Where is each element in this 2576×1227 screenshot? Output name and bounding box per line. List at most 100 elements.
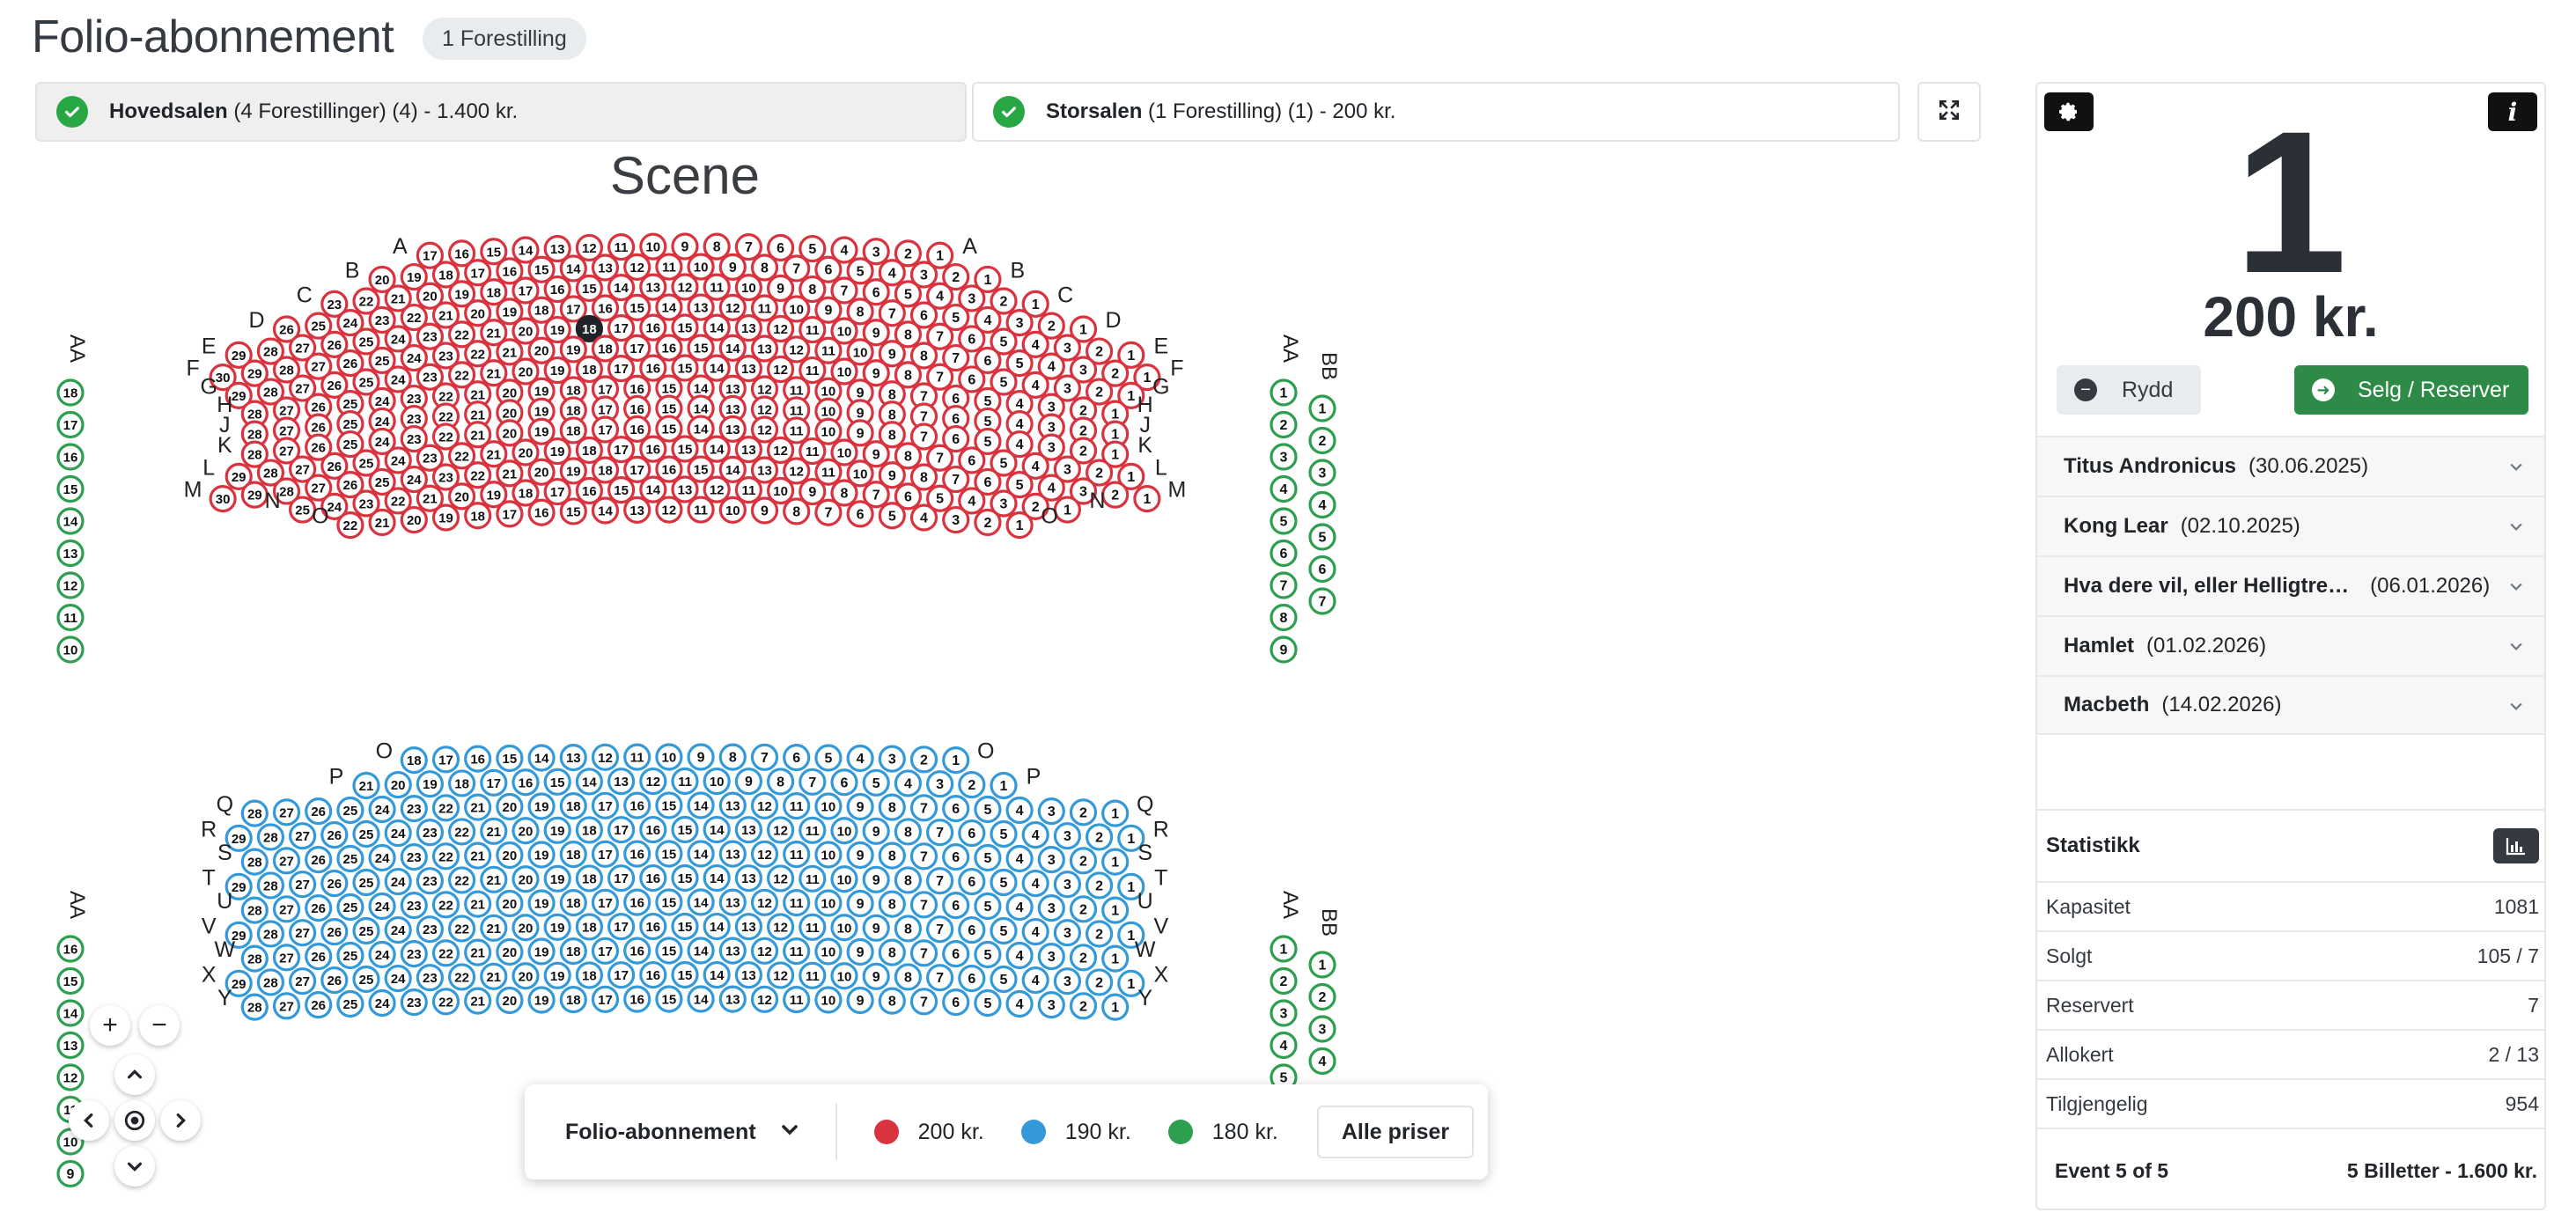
seat[interactable]: 10 [814,889,843,917]
seat[interactable]: 5 [974,988,1002,1018]
seat[interactable]: 1 [990,771,1018,800]
seat[interactable]: 4 [925,282,954,310]
seat[interactable]: 3 [1308,1015,1336,1043]
seat[interactable]: 8 [1270,603,1298,632]
seat[interactable]: 28 [240,440,269,468]
seat[interactable]: 3 [909,261,938,289]
seat[interactable]: 19 [527,937,556,966]
event-row[interactable]: Macbeth (14.02.2026) [2037,675,2544,735]
seat[interactable]: 14 [687,374,715,402]
seat[interactable]: 7 [942,465,970,494]
seat[interactable]: 29 [224,462,253,490]
seat[interactable]: 5 [814,744,843,772]
seat[interactable]: 16 [623,888,651,916]
seat[interactable]: 12 [750,985,779,1013]
seat[interactable]: 8 [894,866,923,894]
seat[interactable]: 6 [1308,555,1336,584]
seat[interactable]: 10 [830,317,858,345]
seat[interactable]: 5 [862,768,890,797]
seat[interactable]: 23 [400,384,428,413]
seat[interactable]: 7 [925,322,954,350]
seat[interactable]: 20 [496,841,524,870]
seat[interactable]: 22 [447,320,476,349]
seat[interactable]: 28 [256,459,284,487]
seat[interactable]: 2 [894,239,923,268]
seat[interactable]: 11 [814,458,843,486]
seat[interactable]: 16 [623,985,651,1013]
seat[interactable]: 21 [464,890,492,918]
seat[interactable]: 15 [655,985,683,1013]
seat[interactable]: 13 [718,985,747,1013]
seat[interactable]: 9 [846,792,874,821]
seat[interactable]: 6 [830,768,858,797]
seat[interactable]: 12 [783,335,811,364]
seat[interactable]: 13 [623,496,651,524]
seat[interactable]: 15 [56,966,85,996]
seat[interactable]: 16 [623,394,651,422]
seat[interactable]: 6 [958,819,986,848]
seat[interactable]: 13 [734,864,763,893]
seat[interactable]: 3 [1308,459,1336,487]
seat[interactable]: 8 [799,275,827,304]
seat[interactable]: 21 [480,914,508,942]
seat[interactable]: 15 [687,455,715,483]
seat[interactable]: 19 [527,417,556,445]
seat[interactable]: 1 [1117,462,1145,490]
seat[interactable]: 11 [623,743,651,771]
seat[interactable]: 7 [925,867,954,895]
seat[interactable]: 4 [1270,1031,1298,1060]
seat[interactable]: 17 [543,477,571,506]
seat[interactable]: 21 [480,962,508,990]
seat[interactable]: 21 [496,459,524,488]
seat[interactable]: 28 [272,356,301,384]
seat[interactable]: 15 [687,334,715,362]
seat[interactable]: 9 [878,461,906,489]
seat[interactable]: 3 [1053,374,1082,402]
seat[interactable]: 3 [1037,943,1065,971]
seat[interactable]: 4 [1005,410,1034,438]
seat[interactable]: 10 [846,338,874,366]
seat[interactable]: 12 [750,937,779,965]
seat[interactable]: 23 [416,363,444,391]
seat[interactable]: 15 [607,476,636,504]
seat[interactable]: 4 [958,487,986,515]
all-prices-button[interactable]: Alle priser [1316,1106,1475,1158]
seat[interactable]: 21 [464,793,492,821]
event-row[interactable]: Titus Andronicus (30.06.2025) [2037,436,2544,496]
seat[interactable]: 4 [1037,352,1065,380]
seat[interactable]: 17 [559,295,587,323]
seat[interactable]: 24 [368,988,396,1018]
seat[interactable]: 26 [320,452,349,480]
seat[interactable]: 6 [846,500,874,528]
seat[interactable]: 19 [447,280,476,308]
seat[interactable]: 8 [878,421,906,449]
seat[interactable]: 12 [56,571,85,599]
seat[interactable]: 14 [56,507,85,535]
seat[interactable]: 14 [718,455,747,483]
seat[interactable]: 4 [1021,330,1049,358]
seat[interactable]: 14 [703,354,731,382]
seat[interactable]: 1 [1270,378,1298,407]
seat[interactable]: 16 [56,935,85,963]
seat[interactable]: 4 [1021,917,1049,946]
seat[interactable]: 15 [655,394,683,422]
seat[interactable]: 7 [862,481,890,509]
seat[interactable]: 13 [718,415,747,443]
seat[interactable]: 11 [799,913,827,941]
seat[interactable]: 27 [272,895,301,923]
seat[interactable]: 2 [1085,920,1114,948]
legend-item-blue[interactable]: 190 kr. [1020,1120,1131,1145]
seat[interactable]: 12 [766,355,795,384]
seat[interactable]: 15 [655,937,683,965]
seat[interactable]: 19 [527,889,556,917]
seat[interactable]: 12 [766,913,795,941]
seat[interactable]: 5 [1005,471,1034,499]
seat[interactable]: 10 [734,274,763,302]
seat[interactable]: 25 [289,496,317,524]
seat[interactable]: 18 [575,961,604,989]
seat[interactable]: 24 [400,465,428,494]
seat[interactable]: 21 [480,319,508,347]
seat[interactable]: 28 [256,920,284,948]
seat[interactable]: 17 [607,816,636,844]
seat[interactable]: 3 [1005,309,1034,337]
